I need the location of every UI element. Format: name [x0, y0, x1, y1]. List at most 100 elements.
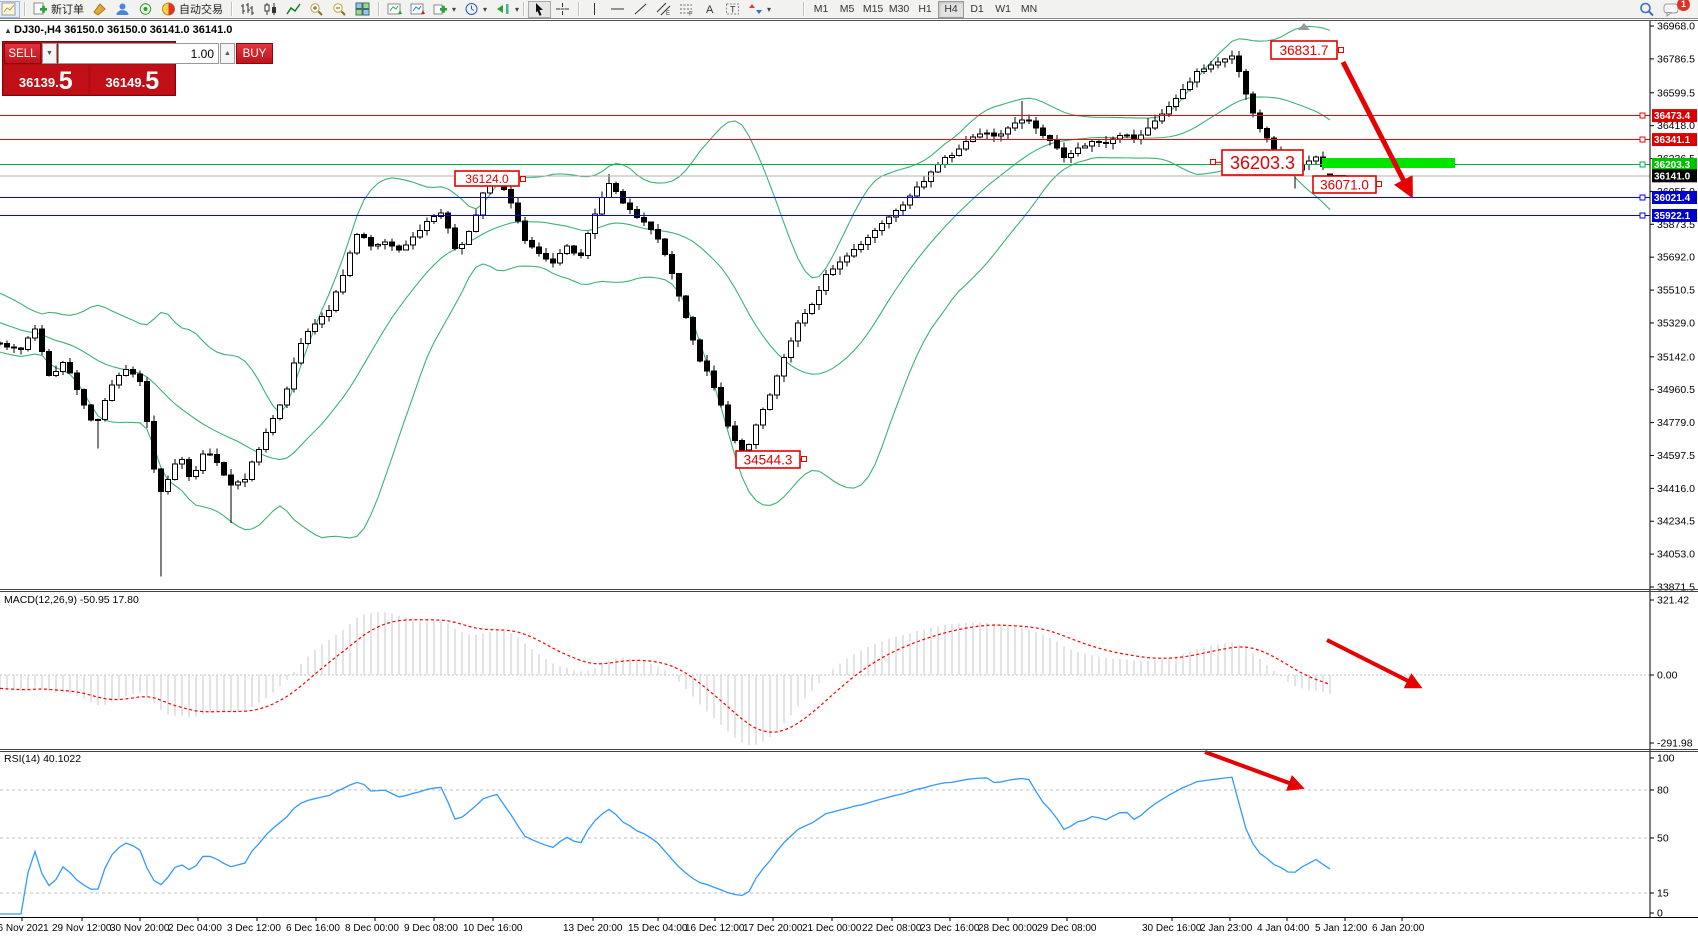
- price-annotations[interactable]: 36831.7 36124.0 36203.3 36071.0 34544.3: [454, 40, 1382, 469]
- annotation-36203.3[interactable]: 36203.3: [1210, 149, 1304, 176]
- buy-price-button[interactable]: 36149. 5: [90, 65, 174, 95]
- svg-text:80: 80: [1657, 785, 1669, 797]
- indicator-template-icon[interactable]: [406, 1, 429, 18]
- search-icon[interactable]: [1635, 1, 1659, 18]
- cursor-icon[interactable]: [528, 0, 552, 18]
- profile-icon[interactable]: [111, 1, 134, 18]
- svg-text:22 Dec 08:00: 22 Dec 08:00: [862, 923, 922, 934]
- svg-text:34544.3: 34544.3: [744, 452, 793, 467]
- svg-text:36831.7: 36831.7: [1280, 43, 1329, 58]
- svg-text:321.42: 321.42: [1657, 595, 1689, 607]
- zoom-out-icon[interactable]: [328, 1, 351, 18]
- horizontal-line-tool-icon[interactable]: [606, 1, 629, 18]
- svg-text:13 Dec 20:00: 13 Dec 20:00: [563, 923, 623, 934]
- duster-icon[interactable]: [88, 1, 111, 18]
- annotation-34544.3[interactable]: 34544.3: [735, 450, 807, 469]
- toolbar-overflow-caret[interactable]: ▾: [515, 4, 520, 14]
- macd-axis[interactable]: 321.42 0.00 -291.98: [1650, 595, 1693, 750]
- svg-text:-291.98: -291.98: [1657, 738, 1693, 750]
- svg-text:34779.0: 34779.0: [1657, 417, 1695, 429]
- timeframe-m1[interactable]: M1: [813, 3, 829, 15]
- rsi-axis[interactable]: 100 80 50 15 0: [1650, 753, 1675, 920]
- sell-button[interactable]: SELL: [4, 43, 41, 64]
- price-axis[interactable]: 36968.036786.536599.536418.036236.536055…: [1650, 21, 1697, 594]
- trend-arrow-rsi[interactable]: [1204, 750, 1305, 791]
- svg-text:15: 15: [1657, 888, 1669, 900]
- symbol-ohlc-text: DJ30-,H4 36150.0 36150.0 36141.0 36141.0: [14, 24, 233, 36]
- toolbar-separator: [803, 2, 805, 16]
- candlestick-mode-icon[interactable]: [259, 1, 282, 18]
- new-order-label: 新订单: [51, 4, 84, 16]
- toolbar-separator: [378, 2, 379, 16]
- svg-text:T: T: [730, 5, 736, 15]
- auto-trading-button[interactable]: 自动交易: [157, 1, 227, 18]
- svg-text:35922.1: 35922.1: [1654, 211, 1691, 222]
- bollinger-bands: [0, 25, 1331, 539]
- chart-shift-icon[interactable]: [491, 1, 514, 18]
- new-order-button[interactable]: 新订单: [29, 1, 88, 18]
- svg-text:36203.3: 36203.3: [1654, 160, 1691, 171]
- volume-increase-button[interactable]: ▲: [220, 43, 235, 64]
- scroll-marker-icon[interactable]: [1298, 23, 1310, 30]
- svg-text:16 Dec 12:00: 16 Dec 12:00: [685, 923, 745, 934]
- svg-text:E: E: [666, 11, 670, 16]
- svg-text:36599.5: 36599.5: [1657, 87, 1695, 99]
- trend-arrow-macd[interactable]: [1326, 638, 1423, 689]
- timeframe-m30[interactable]: M30: [888, 3, 910, 15]
- annotation-36831.7[interactable]: 36831.7: [1270, 40, 1344, 60]
- svg-text:35329.0: 35329.0: [1657, 317, 1695, 329]
- green-highlight-bar[interactable]: [1322, 158, 1455, 168]
- chart-canvas[interactable]: 36831.7 36124.0 36203.3 36071.0 34544.3 36968…: [0, 20, 1698, 937]
- buy-price-big-digit: 5: [145, 67, 160, 95]
- fibonacci-tool-icon[interactable]: F: [675, 1, 698, 18]
- buy-button[interactable]: BUY: [236, 43, 273, 64]
- buy-price-main: 36149: [105, 75, 142, 90]
- timeframe-d1[interactable]: D1: [970, 3, 984, 15]
- sell-price-main: 36139: [18, 75, 56, 90]
- timeframe-m5[interactable]: M5: [839, 3, 855, 15]
- text-tool-icon[interactable]: A: [698, 1, 721, 18]
- vertical-line-tool-icon[interactable]: [583, 1, 606, 18]
- period-clock-icon[interactable]: ▾: [460, 1, 491, 18]
- indicator-window-icon[interactable]: [383, 1, 406, 18]
- trendline-tool-icon[interactable]: [629, 1, 652, 18]
- volume-input[interactable]: [58, 43, 219, 64]
- add-indicator-icon[interactable]: ▾: [429, 1, 460, 18]
- timeframe-mn[interactable]: MN: [1020, 3, 1038, 15]
- zoom-in-icon[interactable]: [305, 1, 328, 18]
- svg-text:36341.1: 36341.1: [1654, 135, 1691, 146]
- timeframe-m15[interactable]: M15: [862, 3, 884, 15]
- label-tool-icon[interactable]: T: [721, 1, 744, 18]
- crosshair-icon[interactable]: [551, 1, 574, 18]
- volume-decrease-button[interactable]: ▼: [42, 43, 57, 64]
- rsi-indicator: [0, 776, 1650, 915]
- sell-price-button[interactable]: 36139. 5: [4, 65, 88, 94]
- one-click-trading-widget: SELL ▼ ▲ BUY 36139.5 36149.5: [2, 41, 273, 96]
- annotation-36071.0[interactable]: 36071.0: [1312, 175, 1382, 194]
- chat-icon[interactable]: 1: [1659, 0, 1690, 18]
- chart-window-icon[interactable]: [0, 0, 20, 18]
- svg-text:A: A: [706, 4, 714, 16]
- one-click-panel-arrow[interactable]: ▴: [6, 25, 11, 35]
- annotation-36124.0[interactable]: 36124.0: [454, 170, 526, 187]
- svg-text:29 Nov 12:00: 29 Nov 12:00: [52, 923, 112, 934]
- svg-text:30 Dec 16:00: 30 Dec 16:00: [1142, 923, 1202, 934]
- bar-chart-mode-icon[interactable]: [236, 1, 259, 18]
- svg-text:34416.0: 34416.0: [1657, 483, 1695, 495]
- timeframe-h4[interactable]: H4: [938, 0, 965, 18]
- trend-arrow-main[interactable]: [1340, 60, 1413, 199]
- timeframe-h1[interactable]: H1: [918, 3, 932, 15]
- shapes-tool-icon[interactable]: ▾: [744, 1, 775, 18]
- timeframe-w1[interactable]: W1: [995, 3, 1011, 15]
- svg-text:36141.0: 36141.0: [1654, 171, 1691, 182]
- toolbar-separator: [523, 2, 525, 16]
- signal-icon[interactable]: [134, 1, 157, 18]
- toolbar-separator: [24, 2, 25, 16]
- symbol-info: ▴ DJ30-,H4 36150.0 36150.0 36141.0 36141…: [6, 24, 232, 36]
- tile-windows-icon[interactable]: [351, 1, 374, 18]
- line-chart-mode-icon[interactable]: [282, 1, 305, 18]
- channel-tool-icon[interactable]: E: [652, 1, 675, 18]
- svg-text:28 Dec 00:00: 28 Dec 00:00: [978, 923, 1038, 934]
